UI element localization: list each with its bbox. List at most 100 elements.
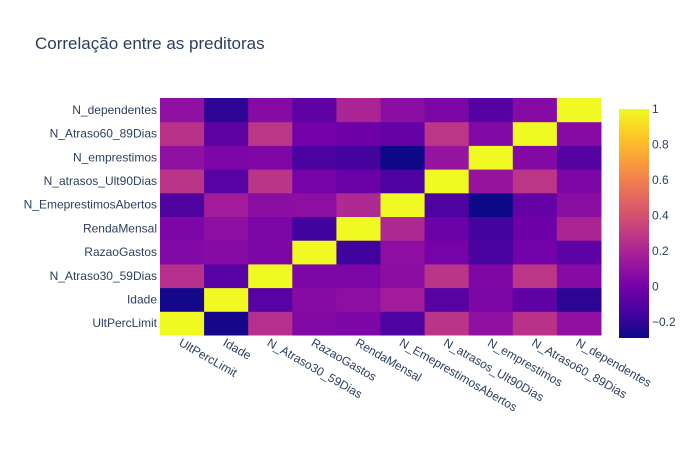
heatmap-cell xyxy=(292,287,337,312)
heatmap-cell xyxy=(292,311,337,336)
heatmap-cell xyxy=(424,287,470,312)
heatmap-cell xyxy=(336,98,381,123)
heatmap-cell xyxy=(204,216,249,241)
heatmap-cell xyxy=(512,216,558,241)
heatmap-cell xyxy=(248,192,293,217)
heatmap-cell xyxy=(424,263,470,289)
y-tick-label: N_Atraso60_89Dias xyxy=(50,127,157,141)
heatmap-cell xyxy=(292,169,337,194)
y-tick-label: N_dependentes xyxy=(72,103,157,117)
y-axis-ticks: UltPercLimit Idade N_Atraso30_59Dias RazaoG… xyxy=(24,103,158,330)
heatmap-cell xyxy=(160,240,205,265)
heatmap-cell xyxy=(204,240,249,265)
heatmap-cell xyxy=(380,98,426,123)
heatmap-cell xyxy=(424,145,470,170)
heatmap-cell xyxy=(556,287,602,312)
heatmap-cell xyxy=(468,121,514,146)
heatmap-cell xyxy=(204,263,249,289)
heatmap-cell xyxy=(468,287,514,312)
heatmap-cell xyxy=(512,98,558,123)
heatmap-cell xyxy=(424,169,470,194)
heatmap-cell xyxy=(248,311,293,336)
heatmap-cell xyxy=(336,121,381,146)
heatmap-cell xyxy=(468,192,514,217)
heatmap-cell xyxy=(424,240,470,265)
heatmap-cell xyxy=(248,145,293,170)
heatmap-cell xyxy=(556,216,602,241)
y-tick-label: N_emprestimos xyxy=(73,150,157,164)
heatmap-cell xyxy=(380,169,426,194)
heatmap-cell xyxy=(160,311,205,336)
heatmap-cell xyxy=(336,263,381,289)
heatmap-cell xyxy=(248,287,293,312)
heatmap-cell xyxy=(468,240,514,265)
heatmap-cell xyxy=(336,240,381,265)
heatmap-cell xyxy=(380,192,426,217)
heatmap-cell xyxy=(336,145,381,170)
heatmap-cell xyxy=(556,240,602,265)
heatmap-cell xyxy=(468,263,514,289)
heatmap-cell xyxy=(204,192,249,217)
heatmap-cell xyxy=(512,169,558,194)
heatmap-cell xyxy=(424,98,470,123)
heatmap-cell xyxy=(512,287,558,312)
y-tick-label: RendaMensal xyxy=(83,221,157,235)
heatmap-cell xyxy=(380,287,426,312)
heatmap-cell xyxy=(160,169,205,194)
heatmap-cell xyxy=(292,145,337,170)
y-tick-label: RazaoGastos xyxy=(84,245,157,259)
heatmap-cell xyxy=(160,216,205,241)
heatmap-cell xyxy=(204,145,249,170)
heatmap-cell xyxy=(204,121,249,146)
chart-title: Correlação entre as preditoras xyxy=(35,34,265,53)
heatmap-cell xyxy=(556,311,602,336)
heatmap-cell xyxy=(204,98,249,123)
heatmap-cell xyxy=(292,121,337,146)
heatmap-cell xyxy=(160,192,205,217)
colorbar-tick-label: 0.4 xyxy=(652,209,669,223)
heatmap-cell xyxy=(292,98,337,123)
heatmap-cell xyxy=(204,169,249,194)
heatmap-cell xyxy=(512,263,558,289)
heatmap-cell xyxy=(292,192,337,217)
heatmap-cell xyxy=(160,98,205,123)
heatmap-cell xyxy=(336,311,381,336)
y-tick-label: N_Atraso30_59Dias xyxy=(50,269,157,283)
heatmap-cell xyxy=(512,192,558,217)
heatmap-cell xyxy=(292,263,337,289)
heatmap-cell xyxy=(556,98,602,123)
colorbar-tick-label: 0.2 xyxy=(652,244,669,258)
heatmap-cell xyxy=(248,121,293,146)
y-tick-label: N_EmeprestimosAbertos xyxy=(24,198,157,212)
heatmap-cell xyxy=(424,216,470,241)
heatmap-cell xyxy=(468,98,514,123)
y-tick-label: UltPercLimit xyxy=(92,316,157,330)
heatmap-cell xyxy=(468,216,514,241)
heatmap-cell xyxy=(468,311,514,336)
heatmap-cell xyxy=(424,121,470,146)
colorbar-tick-label: 1 xyxy=(652,102,659,116)
heatmap-cell xyxy=(204,287,249,312)
heatmap-cell xyxy=(292,240,337,265)
heatmap-cell xyxy=(160,287,205,312)
heatmap-cell xyxy=(248,98,293,123)
heatmap-cell xyxy=(424,311,470,336)
heatmap-cell xyxy=(380,145,426,170)
heatmap-cell xyxy=(556,169,602,194)
y-tick-label: N_atrasos_Ult90Dias xyxy=(44,174,157,188)
heatmap-cell xyxy=(336,192,381,217)
heatmap-cell xyxy=(248,216,293,241)
colorbar-tick-label: 0.8 xyxy=(652,138,669,152)
heatmap-cell xyxy=(556,145,602,170)
heatmap-cell xyxy=(556,263,602,289)
colorbar-tick-label: 0 xyxy=(652,280,659,294)
colorbar-tick-label: 0.6 xyxy=(652,173,669,187)
heatmap-cell xyxy=(380,311,426,336)
heatmap-cell xyxy=(380,121,426,146)
heatmap-cell xyxy=(248,240,293,265)
heatmap-cell xyxy=(204,311,249,336)
heatmap-cell xyxy=(512,145,558,170)
